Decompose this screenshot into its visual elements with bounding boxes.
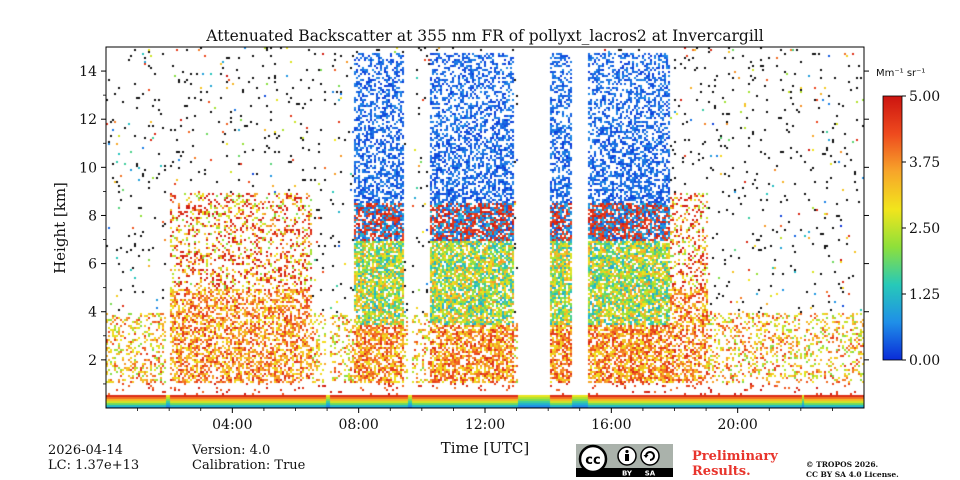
share-alike-icon — [640, 446, 660, 466]
backscatter-heatmap — [106, 47, 864, 408]
colorbar-tick-label: 2.50 — [909, 221, 940, 237]
license-text: CC BY SA 4.0 License. — [806, 470, 899, 479]
x-tick-label: 20:00 — [717, 417, 757, 433]
x-tick-label: 12:00 — [465, 417, 505, 433]
badge-sa-label: SA — [645, 470, 656, 478]
colorbar-tick-label: 3.75 — [909, 155, 940, 171]
y-tick-label: 10 — [79, 160, 97, 176]
y-tick-label: 6 — [88, 257, 97, 273]
footer-date: 2026-04-14 — [48, 443, 123, 458]
colorbar-tick-label: 1.25 — [909, 287, 940, 303]
y-tick-label: 12 — [79, 112, 97, 128]
results-label: Results. — [692, 464, 751, 479]
heatmap-canvas — [106, 47, 864, 408]
x-tick-label: 04:00 — [212, 417, 252, 433]
colorbar-unit: Mm⁻¹ sr⁻¹ — [876, 68, 925, 79]
footer-version: Version: 4.0 — [192, 443, 271, 458]
colorbar — [882, 95, 903, 361]
y-axis: 2 4 6 8 10 12 14 — [79, 64, 869, 385]
x-axis: 04:00 08:00 12:00 16:00 20:00 — [137, 408, 833, 433]
y-tick-label: 2 — [88, 353, 97, 369]
x-axis-label: Time [UTC] — [441, 439, 530, 457]
colorbar-tick-label: 0.00 — [909, 353, 940, 369]
y-tick-label: 14 — [79, 64, 97, 80]
footer-calibration: Calibration: True — [192, 458, 306, 473]
x-tick-label: 16:00 — [591, 417, 631, 433]
x-tick-label: 08:00 — [338, 417, 378, 433]
y-axis-label: Height [km] — [51, 182, 69, 274]
badge-by-label: BY — [622, 470, 633, 478]
copyright-text: © TROPOS 2026. — [806, 460, 879, 469]
y-tick-label: 8 — [88, 208, 97, 224]
y-tick-label: 4 — [88, 305, 97, 321]
chart-title: Attenuated Backscatter at 355 nm FR of p… — [205, 27, 763, 45]
colorbar-ticks: 0.00 1.25 2.50 3.75 5.00 — [902, 89, 940, 369]
colorbar-tick-label: 5.00 — [909, 89, 940, 105]
cc-icon-text: cc — [585, 453, 600, 468]
footer-lc: LC: 1.37e+13 — [48, 458, 140, 473]
cc-icon — [578, 444, 608, 474]
preliminary-label: Preliminary — [692, 449, 778, 464]
cc-by-sa-badge: cc BY SA — [576, 444, 673, 477]
